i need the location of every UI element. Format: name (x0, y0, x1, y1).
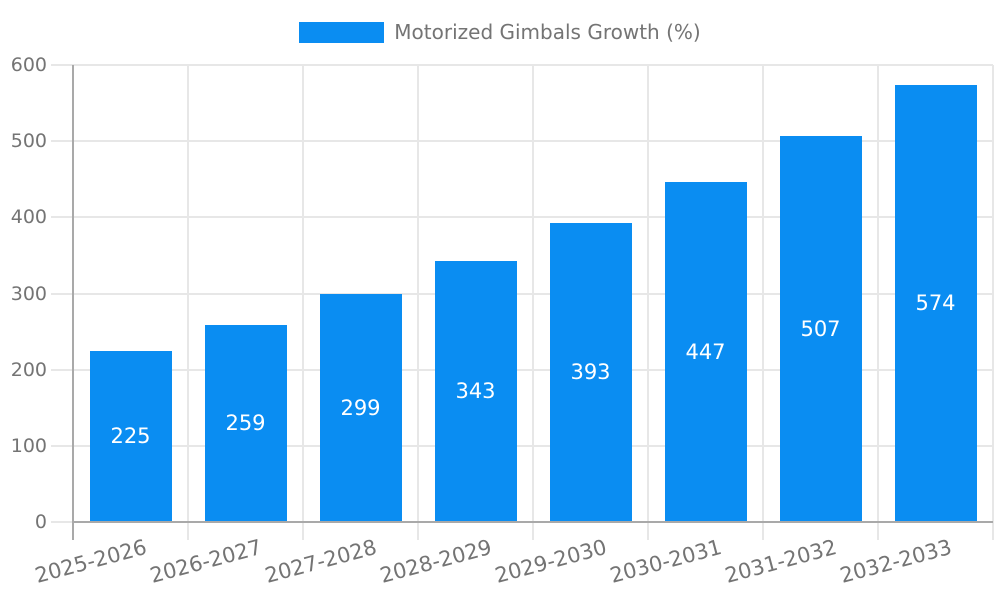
x-axis-tick (417, 522, 419, 540)
bar (779, 135, 862, 522)
legend-label: Motorized Gimbals Growth (%) (394, 20, 701, 44)
x-axis-line (73, 521, 993, 523)
bar-value-label: 299 (340, 396, 381, 421)
bar (664, 181, 747, 522)
x-axis-tick (302, 522, 304, 540)
y-axis-tick (51, 521, 73, 523)
bar (89, 350, 172, 522)
x-axis-tick (762, 522, 764, 540)
x-axis-tick (877, 522, 879, 540)
bar-value-label: 574 (915, 291, 956, 316)
y-tick-label: 100 (10, 434, 47, 457)
bar (549, 222, 632, 522)
y-axis-tick (51, 64, 73, 66)
y-tick-label: 300 (10, 282, 47, 305)
x-axis-tick (532, 522, 534, 540)
v-gridline (647, 65, 649, 522)
v-gridline (302, 65, 304, 522)
v-gridline (187, 65, 189, 522)
bar (894, 84, 977, 522)
bar-value-label: 343 (455, 379, 496, 404)
legend-swatch (299, 21, 385, 43)
y-axis-line (72, 65, 74, 540)
x-axis-tick (647, 522, 649, 540)
y-axis-tick (51, 368, 73, 371)
bar (434, 260, 517, 522)
y-axis-tick (51, 140, 73, 143)
bar-value-label: 393 (570, 360, 611, 385)
bar (319, 294, 402, 522)
x-axis-tick (187, 522, 189, 540)
x-axis-tick (992, 522, 994, 540)
y-tick-label: 500 (10, 130, 47, 153)
v-gridline (992, 65, 994, 522)
legend-item[interactable]: Motorized Gimbals Growth (%) (0, 20, 1000, 44)
y-axis-tick (51, 216, 73, 219)
v-gridline (417, 65, 419, 522)
v-gridline (762, 65, 764, 522)
bar-value-label: 507 (800, 316, 841, 341)
bar-value-label: 447 (685, 339, 726, 364)
y-tick-label: 0 (34, 511, 47, 533)
y-axis-tick (51, 444, 73, 447)
v-gridline (532, 65, 534, 522)
y-tick-label: 400 (10, 206, 47, 229)
y-tick-label: 200 (10, 358, 47, 381)
bar-value-label: 259 (225, 411, 266, 436)
bar-value-label: 225 (110, 424, 151, 449)
bar (204, 324, 287, 522)
y-axis-tick (51, 292, 73, 295)
y-tick-label: 600 (10, 54, 47, 76)
v-gridline (877, 65, 879, 522)
